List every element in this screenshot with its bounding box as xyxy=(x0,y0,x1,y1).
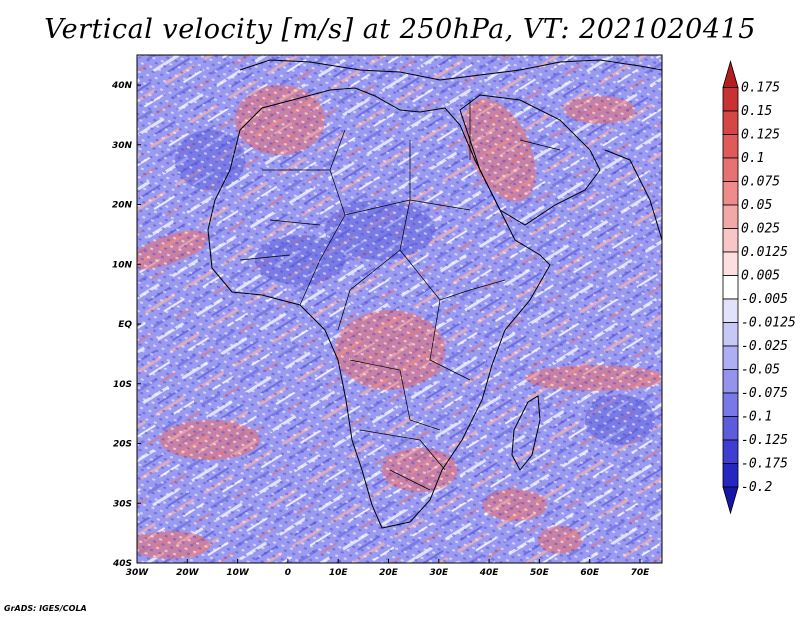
lon-label: 30W xyxy=(126,568,150,578)
latitude-axis: 40N 30N 20N 10N EQ 10S 20S 30S 40S xyxy=(111,81,141,569)
colorbar-swatch xyxy=(722,157,739,182)
colorbar-label: -0.025 xyxy=(741,339,788,354)
lon-label: 0 xyxy=(285,568,291,578)
lon-label: 30E xyxy=(429,568,449,578)
colorbar-label: 0.005 xyxy=(741,269,780,284)
lat-label: 20N xyxy=(112,201,133,211)
longitude-axis: 30W 20W 10W 0 10E 20E 30E 40E 50E 60E 70E xyxy=(126,559,650,578)
colorbar-swatch xyxy=(722,463,739,488)
colorbar-label: -0.125 xyxy=(741,433,788,448)
colorbar-swatch xyxy=(722,322,739,347)
map-title: Vertical velocity [m/s] at 250hPa, VT: 2… xyxy=(44,14,756,45)
colorbar-label: 0.05 xyxy=(741,198,772,213)
colorbar-swatch xyxy=(722,110,739,135)
lat-label: 10N xyxy=(112,260,133,270)
colorbar-bottom-arrow xyxy=(722,486,739,515)
lon-label: 10E xyxy=(329,568,349,578)
madagascar-coastline xyxy=(511,395,541,471)
lon-label: 40E xyxy=(479,568,500,578)
lat-label: 20S xyxy=(113,440,132,450)
colorbar-label: -0.0125 xyxy=(741,316,796,331)
colorbar-label: -0.2 xyxy=(741,480,772,495)
lon-label: 20W xyxy=(176,568,200,578)
colorbar-label: -0.175 xyxy=(741,457,788,472)
colorbar-label: -0.1 xyxy=(741,410,772,425)
colorbar-swatch xyxy=(722,275,739,300)
colorbar-swatch xyxy=(722,134,739,159)
lat-label: 10S xyxy=(113,380,132,390)
colorbar-swatch xyxy=(722,298,739,323)
colorbar-swatch xyxy=(722,345,739,370)
lon-label: 60E xyxy=(580,568,600,578)
lat-label: 40S xyxy=(112,559,132,569)
colorbar-label: 0.025 xyxy=(741,222,780,237)
colorbar-swatch xyxy=(722,416,739,441)
country-borders xyxy=(239,100,561,491)
colorbar: 0.175 0.15 0.125 0.1 0.075 0.05 0.025 0.0125 0.0… xyxy=(722,60,796,515)
colorbar-label: 0.125 xyxy=(741,128,780,143)
plot-area xyxy=(137,55,662,563)
india-coastline xyxy=(604,149,662,241)
colorbar-label: -0.005 xyxy=(741,292,788,307)
colorbar-swatch xyxy=(722,392,739,417)
colorbar-swatch xyxy=(722,228,739,253)
colorbar-label: -0.075 xyxy=(741,386,788,401)
colorbar-label: 0.0125 xyxy=(741,245,788,260)
lon-label: 50E xyxy=(530,568,550,578)
arabia-coastline xyxy=(459,94,601,226)
lat-label: EQ xyxy=(118,320,132,330)
colorbar-label: 0.175 xyxy=(741,81,780,96)
colorbar-swatch xyxy=(722,87,739,112)
coastlines xyxy=(207,59,662,529)
colorbar-swatch xyxy=(722,439,739,464)
lat-label: 30N xyxy=(112,141,133,151)
colorbar-swatch xyxy=(722,181,739,206)
grads-credit: GrADS: IGES/COLA xyxy=(4,604,87,613)
colorbar-label: -0.05 xyxy=(741,363,780,378)
lon-label: 70E xyxy=(631,568,651,578)
lat-label: 30S xyxy=(113,499,132,509)
colorbar-label: 0.075 xyxy=(741,175,780,190)
colorbar-label: 0.1 xyxy=(741,151,764,166)
africa-coastline xyxy=(207,87,551,529)
lon-label: 20E xyxy=(379,568,399,578)
colorbar-label: 0.15 xyxy=(741,104,772,119)
plot-frame xyxy=(136,54,663,564)
lat-label: 40N xyxy=(111,81,133,91)
lon-label: 10W xyxy=(226,568,250,578)
velocity-speckle xyxy=(137,55,662,563)
europe-coastline xyxy=(239,59,662,81)
colorbar-top-arrow xyxy=(722,60,739,88)
colorbar-swatch xyxy=(722,369,739,394)
colorbar-swatch xyxy=(722,251,739,276)
colorbar-swatch xyxy=(722,204,739,229)
